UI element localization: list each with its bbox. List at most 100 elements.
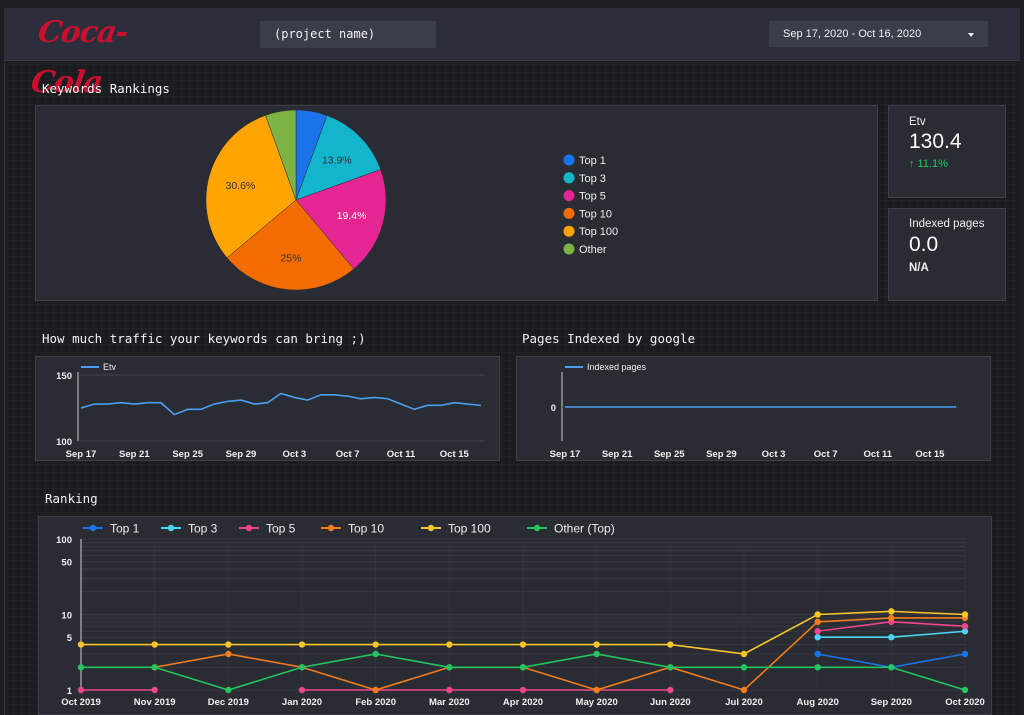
- pie-slice-top-100[interactable]: [205, 115, 297, 259]
- x-tick-label: Sep 21: [119, 449, 150, 460]
- pie-slice-other[interactable]: [265, 109, 297, 201]
- series-top-3[interactable]: [814, 628, 969, 641]
- series-line: [154, 617, 965, 691]
- data-point[interactable]: [593, 641, 600, 648]
- data-point[interactable]: [888, 634, 895, 641]
- series-top-100[interactable]: [77, 608, 969, 658]
- data-point[interactable]: [667, 686, 674, 694]
- legend-item-top-1[interactable]: Top 1: [83, 522, 140, 536]
- y-tick-label: 100: [56, 437, 72, 448]
- legend-item-top-3[interactable]: Top 3: [161, 522, 218, 536]
- etv-scorecard: Etv 130.4 ↑ 11.1%: [888, 105, 1006, 198]
- data-point[interactable]: [593, 686, 600, 694]
- legend-label: Top 10: [348, 522, 384, 536]
- pie-label-top-100: 30.6%: [226, 180, 256, 192]
- pie-label-top-5: 19.4%: [337, 210, 367, 222]
- data-point[interactable]: [888, 664, 895, 671]
- x-tick-label: Sep 21: [602, 449, 633, 460]
- data-point[interactable]: [372, 650, 379, 658]
- project-name-field[interactable]: (project name): [260, 21, 436, 48]
- pie-label-top-10: 25%: [280, 252, 301, 264]
- data-point[interactable]: [814, 664, 821, 671]
- legend-dot-icon: [563, 154, 575, 166]
- legend-label-etv: Etv: [103, 362, 117, 372]
- legend-label: Top 10: [579, 208, 612, 220]
- data-point[interactable]: [298, 641, 306, 648]
- data-point[interactable]: [298, 664, 306, 671]
- data-point[interactable]: [446, 664, 453, 671]
- series-other-top[interactable]: [77, 650, 969, 694]
- data-point[interactable]: [446, 641, 453, 648]
- data-point[interactable]: [372, 641, 379, 648]
- data-point[interactable]: [814, 634, 821, 641]
- data-point[interactable]: [446, 686, 453, 694]
- legend-item-top-100[interactable]: Top 100: [421, 522, 491, 536]
- legend-item-top-10[interactable]: Top 10: [321, 522, 384, 536]
- x-tick-label: Jan 2020: [282, 697, 322, 708]
- legend-item-top-100[interactable]: Top 100: [563, 225, 619, 239]
- data-point[interactable]: [888, 608, 895, 615]
- data-point[interactable]: [77, 641, 85, 648]
- legend-item-top-10[interactable]: Top 10: [563, 207, 613, 221]
- data-point[interactable]: [77, 686, 85, 694]
- x-tick-label: Oct 11: [864, 449, 893, 460]
- data-point[interactable]: [151, 686, 158, 694]
- legend-label-indexed-pages: Indexed pages: [587, 362, 647, 372]
- traffic-card: Etv 150 100 Sep 17 Sep 21 Sep 25 Sep 29 Oct 3 Oc…: [35, 356, 500, 461]
- pie-slice-top-3[interactable]: [295, 115, 381, 201]
- data-point[interactable]: [961, 611, 969, 618]
- data-point[interactable]: [225, 686, 232, 694]
- data-point[interactable]: [519, 686, 527, 694]
- data-point[interactable]: [814, 611, 821, 618]
- pie-slice-top-10[interactable]: [226, 199, 355, 291]
- traffic-title: How much traffic your keywords can bring…: [42, 331, 366, 346]
- data-point[interactable]: [814, 650, 821, 658]
- data-point[interactable]: [961, 686, 969, 694]
- data-point[interactable]: [961, 622, 969, 630]
- data-point[interactable]: [151, 641, 158, 648]
- data-point[interactable]: [667, 641, 674, 648]
- x-tick-label: Sep 29: [226, 449, 257, 460]
- x-tick-label: Feb 2020: [355, 697, 396, 708]
- series-line-etv[interactable]: [80, 392, 482, 416]
- data-point[interactable]: [77, 664, 85, 671]
- data-point[interactable]: [151, 664, 158, 671]
- x-tick-label: Sep 17: [550, 449, 581, 460]
- data-point[interactable]: [225, 641, 232, 648]
- data-point[interactable]: [298, 686, 306, 694]
- legend-item-top-1[interactable]: Top 1: [563, 154, 606, 168]
- data-point[interactable]: [814, 618, 821, 626]
- legend-item-top-5[interactable]: Top 5: [563, 190, 606, 203]
- data-point[interactable]: [225, 650, 232, 658]
- data-point[interactable]: [372, 686, 379, 694]
- indexed-line-chart: Indexed pages 0 Sep 17 Sep 21 Sep 25 Sep 29 Oc…: [550, 362, 959, 460]
- legend-item-other[interactable]: Other: [563, 243, 607, 257]
- legend-label: Top 5: [266, 522, 296, 536]
- x-tick-label: Sep 25: [172, 449, 203, 460]
- data-point[interactable]: [519, 641, 527, 648]
- pie-slice-top-5[interactable]: [295, 169, 387, 270]
- date-range-picker[interactable]: Sep 17, 2020 - Oct 16, 2020: [769, 21, 988, 47]
- data-point[interactable]: [961, 650, 969, 658]
- etv-value: 130.4: [909, 130, 962, 153]
- legend-dot-icon: [563, 207, 575, 219]
- data-point[interactable]: [519, 664, 527, 671]
- data-point[interactable]: [740, 664, 748, 671]
- y-tick-label: 1: [67, 686, 73, 697]
- y-tick-label: 150: [56, 371, 72, 382]
- legend-item-other-top[interactable]: Other (Top): [527, 522, 615, 536]
- data-point[interactable]: [888, 614, 895, 622]
- data-point[interactable]: [593, 650, 600, 658]
- data-point[interactable]: [740, 650, 748, 658]
- x-tick-label: Oct 2019: [61, 697, 101, 708]
- data-point[interactable]: [740, 686, 748, 694]
- legend-dot-icon: [563, 225, 575, 237]
- data-point[interactable]: [961, 628, 969, 635]
- legend-label: Top 1: [110, 522, 140, 536]
- data-point[interactable]: [814, 628, 821, 635]
- data-point[interactable]: [667, 664, 674, 671]
- legend-item-top-5[interactable]: Top 5: [239, 522, 296, 536]
- legend-item-top-3[interactable]: Top 3: [563, 172, 606, 185]
- legend-label: Other (Top): [554, 522, 615, 536]
